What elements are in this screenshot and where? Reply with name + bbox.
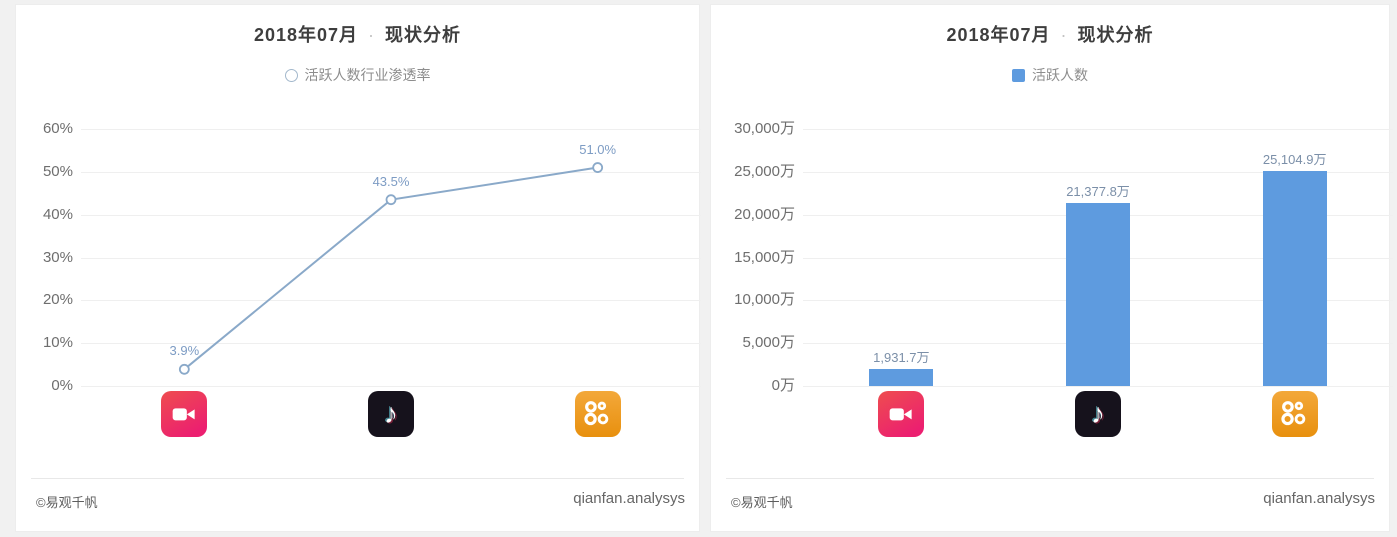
legend-circle-marker-icon [284, 68, 298, 82]
data-point [592, 162, 604, 173]
y-axis-tick-label: 25,000万 [734, 162, 795, 180]
y-axis-tick-label: 0万 [771, 377, 795, 394]
data-point-label: 43.5% [372, 173, 410, 189]
legend[interactable]: 活跃人数行业渗透率 [16, 65, 699, 85]
plot-area: 30,000万 25,000万 20,000万 15,000万 10,000万 5,000… [711, 5, 1393, 531]
legend-square-marker-icon [1012, 68, 1025, 82]
meipai-icon [878, 391, 925, 437]
kuaishou-icon [1271, 391, 1318, 437]
gridline [81, 171, 701, 173]
line-series [178, 162, 604, 375]
chart-title: 2018年07月 · 现状分析 [16, 21, 699, 47]
gridline [81, 257, 701, 259]
meipai-icon [161, 391, 208, 437]
brand-watermark: qianfan.analysys [573, 490, 685, 507]
y-axis-tick-label: 10,000万 [734, 291, 795, 309]
y-axis-tick-label: 15,000万 [734, 248, 795, 266]
bar [1066, 202, 1130, 386]
gridline [81, 386, 701, 387]
penetration-line-chart-panel: 2018年07月 · 现状分析 活跃人数行业渗透率 60% 50% 40% 30% 20% 1… [15, 4, 701, 532]
legend[interactable]: 活跃人数 [711, 65, 1389, 85]
data-point-label: 3.9% [169, 343, 200, 359]
gridline [81, 129, 701, 130]
y-axis-tick-label: 20% [42, 291, 73, 309]
gridline [803, 386, 1393, 387]
brand-watermark: qianfan.analysys [1263, 490, 1375, 507]
data-point-label: 51.0% [579, 141, 617, 157]
legend-label: 活跃人数 [1032, 67, 1088, 83]
y-axis-tick-label: 0% [51, 377, 73, 394]
gridline [81, 300, 701, 302]
title-name: 现状分析 [1077, 25, 1154, 45]
bar-value-label: 1,931.7万 [873, 350, 930, 366]
title-separator: · [1060, 25, 1068, 45]
y-axis-tick-label: 5,000万 [742, 334, 795, 352]
chart-title: 2018年07月 · 现状分析 [711, 21, 1389, 47]
footer-divider [726, 478, 1374, 479]
data-point [178, 363, 190, 375]
legend-label: 活跃人数行业渗透率 [304, 67, 431, 83]
y-axis-tick-label: 30,000万 [734, 120, 795, 137]
gridline [803, 171, 1393, 173]
y-axis-tick-label: 40% [42, 205, 73, 223]
footer-divider [31, 478, 684, 479]
y-axis-tick-label: 50% [42, 162, 73, 180]
douyin-icon: ♪ [1075, 391, 1121, 437]
active-users-bar-chart-panel: 2018年07月 · 现状分析 活跃人数 30,000万 25,000万 20,000万… [710, 4, 1393, 532]
gridline [81, 214, 701, 216]
bar-value-label: 25,104.9万 [1262, 151, 1327, 167]
title-separator: · [368, 25, 376, 45]
y-axis-tick-label: 60% [42, 120, 73, 137]
plot-area: 60% 50% 40% 30% 20% 10% 0% 3.9% 43.5% 51.0% [16, 5, 701, 531]
source-watermark: ©易观千帆 [36, 495, 98, 510]
gridline [81, 343, 701, 345]
bar [1262, 170, 1327, 386]
y-axis-tick-label: 30% [42, 248, 73, 266]
bar-value-label: 21,377.8万 [1066, 183, 1130, 199]
bar [869, 369, 934, 386]
y-axis-tick-label: 10% [42, 334, 73, 352]
data-point [385, 194, 397, 206]
y-axis-tick-label: 20,000万 [734, 205, 795, 223]
title-name: 现状分析 [385, 25, 462, 45]
source-watermark: ©易观千帆 [731, 495, 793, 510]
gridline [803, 129, 1393, 130]
kuaishou-icon [574, 391, 621, 437]
title-period: 2018年07月 [253, 25, 359, 45]
title-period: 2018年07月 [946, 25, 1051, 45]
douyin-icon: ♪ [368, 391, 414, 437]
